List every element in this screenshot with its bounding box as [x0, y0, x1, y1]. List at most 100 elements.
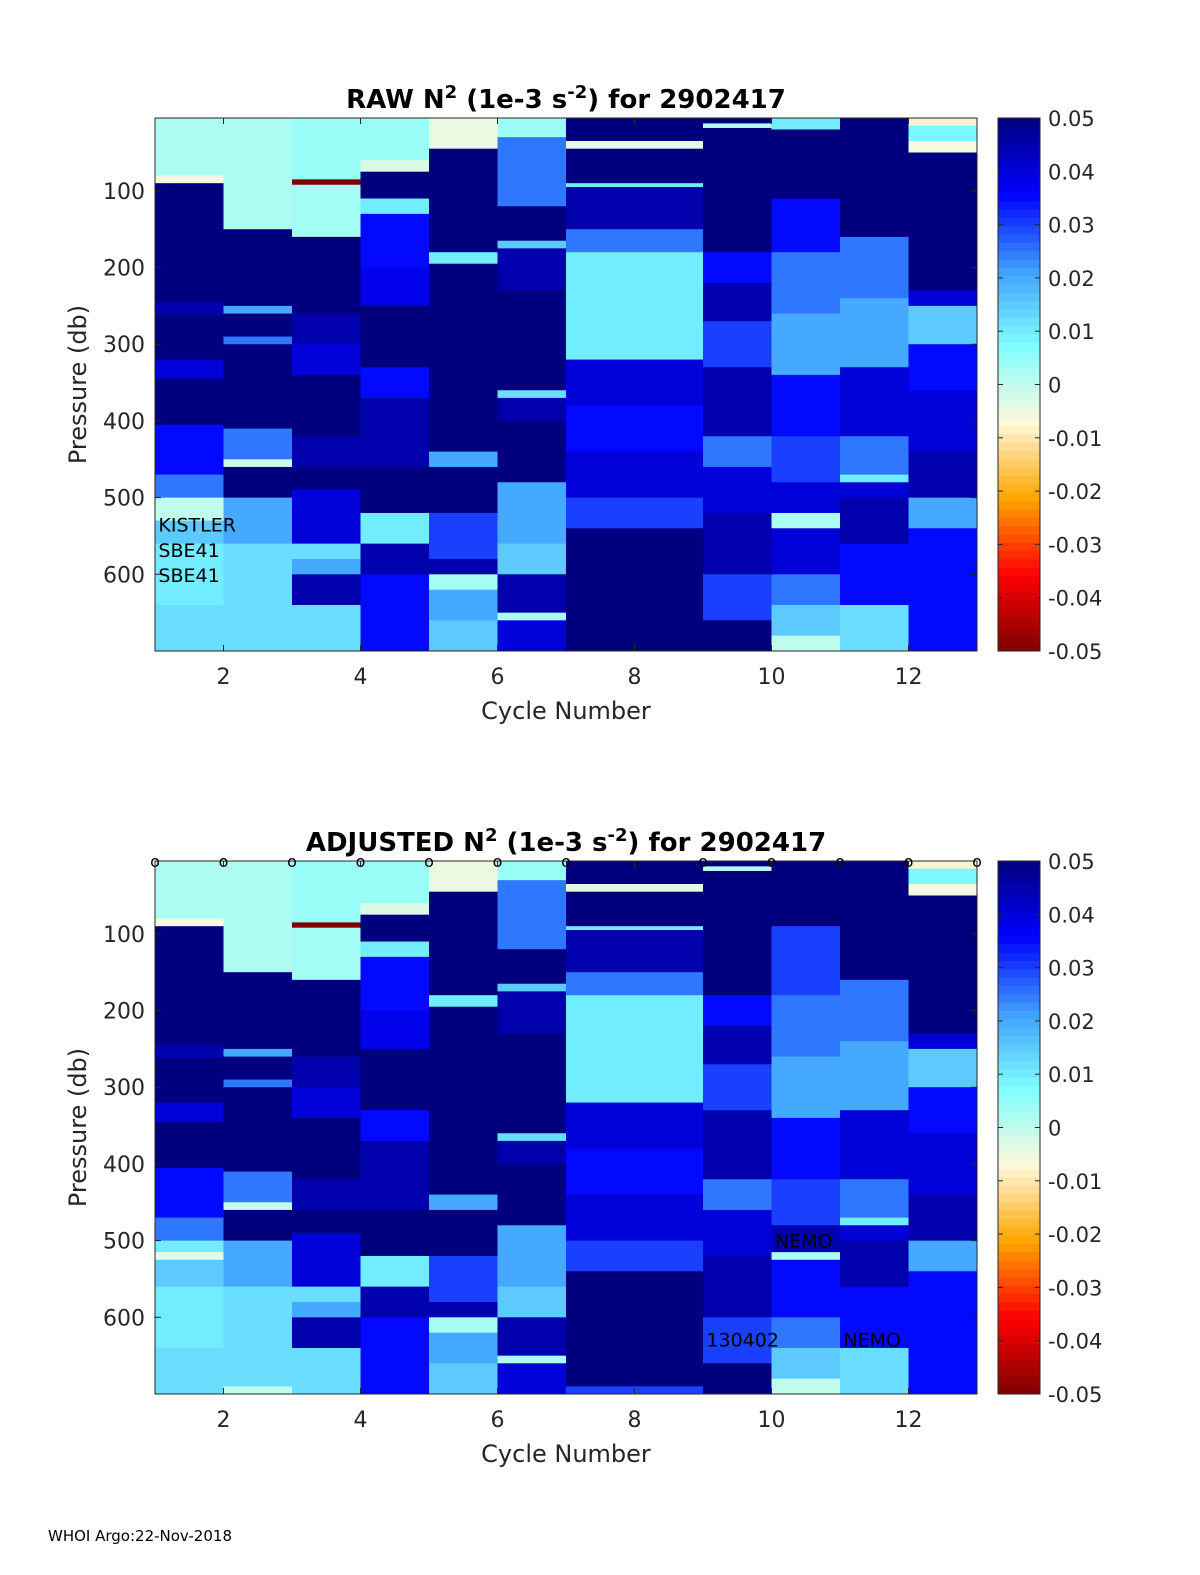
colorbar-swatch [998, 126, 1040, 136]
colorbar-swatch [998, 861, 1040, 870]
heatmap-cell [360, 861, 430, 904]
heatmap-cell [223, 861, 293, 973]
chart-title: RAW N2 (1e-3 s-2) for 2902417 [346, 82, 786, 115]
x-tick-label: 10 [758, 665, 786, 690]
heatmap-cell [497, 861, 567, 881]
profile-marker: o [356, 852, 366, 871]
heatmap-cell [634, 926, 704, 931]
y-tick-label: 600 [103, 1306, 145, 1331]
heatmap-cell [703, 1317, 772, 1364]
colorbar-swatch [998, 1344, 1040, 1353]
footer-stamp: WHOI Argo:22-Nov-2018 [48, 1527, 232, 1545]
heatmap-cell [497, 1317, 567, 1357]
heatmap-cell [292, 604, 361, 652]
colorbar: 0.05 0.04 0.03 0.02 0.01 0 -0.01 -0.02 -0.03 -0.0… [997, 107, 1102, 664]
heatmap-cell [771, 129, 841, 199]
heatmap-cell [292, 1347, 361, 1395]
title-superscript: 2 [485, 825, 498, 846]
colorbar-swatch [998, 642, 1040, 652]
heatmap-cell [429, 1194, 498, 1211]
heatmap-cell [634, 1194, 704, 1242]
heatmap-cell [497, 248, 567, 291]
heatmap-cell [771, 926, 841, 996]
heatmap-cell [566, 252, 635, 360]
colorbar-swatch [998, 342, 1040, 352]
colorbar-swatch [998, 267, 1040, 277]
heatmap-cell [155, 1102, 224, 1123]
heatmap-cell [771, 528, 841, 575]
heatmap-cell [634, 1102, 704, 1149]
colorbar-swatch [998, 1369, 1040, 1378]
y-tick-label: 300 [103, 1076, 145, 1101]
heatmap-cell [497, 1140, 567, 1165]
heatmap-cell [360, 543, 430, 575]
x-tick-label: 12 [895, 665, 923, 690]
heatmap-cell [223, 543, 293, 575]
colorbar-swatch [998, 1060, 1040, 1070]
heatmap-cell [155, 183, 224, 303]
heatmap-cell [566, 405, 635, 452]
heatmap-cell [429, 995, 498, 1008]
heatmap-cell [223, 497, 293, 545]
heatmap-cell [223, 1079, 293, 1088]
colorbar-swatch [998, 877, 1040, 887]
heatmap-cell [703, 321, 772, 368]
heatmap-cell [840, 861, 909, 981]
heatmap-cell [155, 1045, 224, 1059]
heatmap-cell [840, 1240, 909, 1288]
colorbar-swatch [998, 1252, 1040, 1262]
heatmap-cell [634, 930, 704, 973]
colorbar-swatch [998, 276, 1040, 285]
heatmap-cell [429, 620, 498, 652]
heatmap-cell [155, 1058, 224, 1103]
heatmap-cell [223, 1171, 293, 1203]
heatmap-cell [908, 497, 978, 529]
colorbar-tick-label: -0.04 [1048, 587, 1102, 611]
title-text: ) for 2902417 [628, 828, 827, 858]
y-tick-label: 100 [103, 180, 145, 205]
heatmap-cell [292, 184, 361, 238]
annotation-label: NEMO [775, 1231, 833, 1253]
heatmap-cell [360, 118, 430, 161]
colorbar-swatch [998, 467, 1040, 477]
x-axis-label: Cycle Number [481, 1440, 651, 1468]
colorbar-swatch [998, 960, 1040, 970]
heatmap-cell [634, 183, 704, 188]
heatmap-cell [497, 137, 567, 207]
heatmap-cell [840, 482, 909, 499]
heatmap-cell [360, 1140, 430, 1211]
heatmap-cell [497, 1163, 567, 1226]
heatmap-cell [292, 1301, 361, 1318]
colorbar-swatch [998, 1285, 1040, 1295]
colorbar-swatch [998, 1302, 1040, 1312]
heatmap-cell [360, 1286, 430, 1318]
heatmap-cell [566, 1240, 635, 1272]
heatmap-cell [497, 880, 567, 950]
heatmap-cell [840, 604, 909, 652]
heatmap-cell [908, 152, 978, 291]
heatmap-cell [566, 359, 635, 406]
colorbar: 0.05 0.04 0.03 0.02 0.01 0 -0.01 -0.02 -0.03 -0.0… [997, 850, 1102, 1407]
heatmap-cell [497, 1133, 567, 1142]
heatmap-cell [771, 995, 841, 1057]
heatmap-cell [703, 1110, 772, 1180]
colorbar-swatch [998, 359, 1040, 369]
colorbar-swatch [998, 484, 1040, 494]
heatmap-cell [840, 1041, 909, 1111]
heatmap-cell [497, 949, 567, 985]
heatmap-cell [360, 1010, 430, 1050]
colorbar-swatch [998, 927, 1040, 937]
heatmap-cell [840, 236, 909, 299]
colorbar-swatch [998, 151, 1040, 161]
heatmap-cell [360, 171, 430, 199]
colorbar-swatch [998, 1377, 1040, 1387]
colorbar-swatch [998, 392, 1040, 402]
heatmap-cell [908, 1240, 978, 1272]
colorbar-swatch [998, 517, 1040, 527]
annotation-label: SBE41 [158, 540, 219, 562]
heatmap-cell [771, 512, 841, 529]
x-tick-label: 2 [217, 665, 231, 690]
colorbar-swatch [998, 1052, 1040, 1062]
colorbar-swatch [998, 1102, 1040, 1112]
